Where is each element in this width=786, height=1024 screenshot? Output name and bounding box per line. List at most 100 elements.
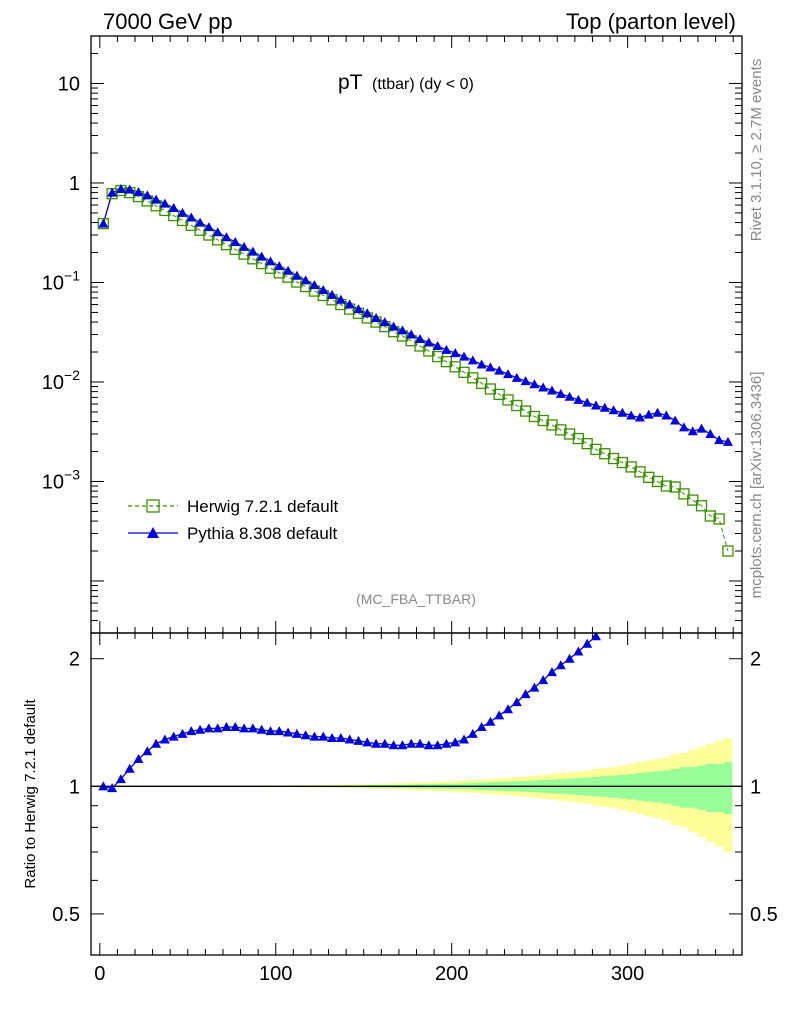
pythia-point	[406, 329, 417, 339]
legend-herwig-label: Herwig 7.2.1 default	[187, 497, 338, 516]
pythia-point	[564, 391, 575, 401]
pythia-point	[670, 415, 681, 425]
herwig-point	[660, 480, 672, 492]
pythia-ratio-point	[159, 734, 170, 744]
herwig-point	[528, 410, 541, 423]
pythia-point	[239, 241, 250, 251]
rivet-label: Rivet 3.1.10, ≥ 2.7M events	[748, 59, 765, 242]
pythia-ratio-point	[265, 726, 276, 736]
pythia-ratio-point	[450, 737, 461, 747]
pythia-ratio-point	[555, 660, 566, 670]
pythia-point	[573, 394, 584, 404]
plot-title-main: pT	[338, 71, 363, 94]
herwig-point	[555, 424, 567, 436]
legend-item-herwig: Herwig 7.2.1 default	[128, 497, 338, 516]
pythia-ratio-point	[573, 646, 584, 656]
pythia-ratio-point	[186, 726, 197, 736]
pythia-point	[582, 397, 593, 407]
pythia-point	[168, 203, 179, 213]
herwig-point	[687, 494, 699, 506]
pythia-point	[300, 275, 311, 285]
x-tick-label: 200	[435, 963, 468, 985]
legend-herwig-marker	[146, 499, 160, 513]
pythia-point	[626, 410, 637, 420]
pythia-ratio-point	[221, 722, 232, 732]
pythia-ratio-point	[115, 774, 126, 784]
herwig-point	[669, 481, 681, 493]
pythia-point	[538, 382, 549, 392]
pythia-ratio-point	[397, 740, 408, 750]
pythia-ratio-point	[362, 737, 373, 747]
main-marks	[97, 183, 734, 557]
pythia-point	[379, 317, 390, 327]
pythia-ratio-point	[309, 731, 320, 741]
pythia-point	[608, 405, 619, 415]
pythia-point	[485, 362, 496, 372]
ratio-y-tick-label-left: 0.5	[52, 904, 80, 926]
pythia-point	[546, 385, 557, 395]
pythia-ratio-point	[459, 734, 470, 744]
legend-pythia-label: Pythia 8.308 default	[187, 524, 338, 543]
pythia-ratio-point	[300, 730, 311, 740]
pythia-point	[511, 372, 522, 382]
pythia-point	[362, 308, 373, 318]
plot-title: pT (ttbar) (dy < 0)	[338, 71, 474, 94]
pythia-point	[247, 246, 258, 256]
pythia-ratio-point	[142, 746, 153, 756]
pythia-point	[159, 198, 170, 208]
ratio-ylabel: Ratio to Herwig 7.2.1 default	[22, 699, 39, 889]
herwig-point	[713, 513, 725, 525]
main-y-tick-label: 10−2	[42, 367, 80, 394]
pythia-ratio-point	[476, 722, 487, 732]
pythia-ratio-point	[291, 728, 302, 738]
main-y-tick-label: 10−3	[42, 466, 80, 493]
pythia-point	[107, 187, 118, 197]
pythia-point	[186, 212, 197, 222]
herwig-point	[590, 443, 602, 456]
main-frame	[90, 35, 743, 634]
pythia-point	[195, 217, 206, 227]
pythia-point	[714, 435, 725, 445]
pythia-point	[599, 402, 610, 412]
pythia-point	[441, 344, 452, 354]
ratio-panel: 2 2 1 1 0.5 0.5 0 100 200 300 Ratio to Herwig 7.2…	[22, 632, 778, 985]
pythia-ratio-point	[371, 738, 382, 748]
pythia-point	[256, 251, 267, 261]
herwig-point	[581, 437, 593, 450]
pythia-ratio-point	[441, 738, 452, 748]
herwig-point	[704, 510, 716, 522]
pythia-point	[705, 429, 716, 438]
pythia-point	[203, 222, 214, 232]
pythia-point	[327, 289, 338, 299]
legend-item-pythia: Pythia 8.308 default	[128, 524, 338, 543]
main-panel: 10 1 10−1 10−2 10−3 pT (ttbar) (dy < 0) (MC_…	[42, 35, 743, 634]
pythia-ratio-point	[133, 754, 144, 764]
pythia-ratio-point	[379, 738, 390, 748]
pythia-ratio-point	[538, 675, 549, 685]
header-left: 7000 GeV pp	[103, 9, 233, 34]
pythia-ratio-point	[203, 723, 214, 733]
pythia-ratio-point	[511, 697, 522, 707]
legend-pythia-marker	[147, 527, 159, 538]
ratio-y-tick-label-right: 1	[750, 776, 761, 798]
pythia-point	[494, 365, 505, 375]
pythia-point	[634, 412, 645, 422]
pythia-point	[335, 294, 346, 304]
pythia-point	[177, 207, 188, 217]
pythia-ratio-point	[151, 738, 162, 748]
pythia-point	[476, 359, 487, 369]
pythia-ratio-point	[124, 763, 135, 773]
pythia-ratio-point	[494, 710, 505, 720]
pythia-point	[115, 183, 126, 193]
pythia-ratio-point	[502, 704, 513, 714]
pythia-ratio-point	[546, 667, 557, 677]
pythia-ratio-point	[353, 735, 364, 745]
pythia-ratio-point	[256, 724, 267, 734]
pythia-point	[459, 351, 470, 361]
pythia-ratio-point	[274, 726, 285, 736]
ratio-y-tick-label-right: 0.5	[750, 904, 778, 926]
pythia-ratio-point	[432, 740, 443, 750]
pythia-ratio-point	[415, 738, 426, 748]
pythia-ratio-point	[318, 731, 329, 741]
ratio-axes: 2 2 1 1 0.5 0.5 0 100 200 300	[52, 633, 778, 985]
